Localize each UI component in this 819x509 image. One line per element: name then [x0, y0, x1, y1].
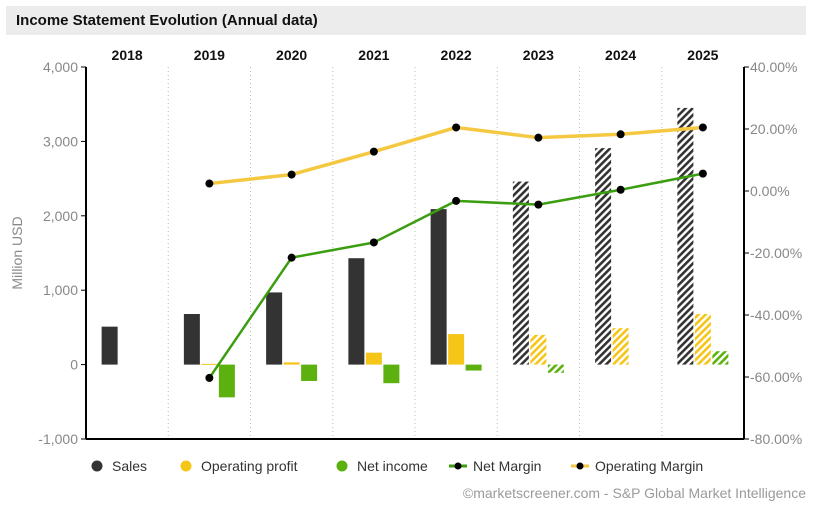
legend-label: Operating profit [201, 458, 298, 474]
sales-bar [266, 292, 283, 365]
operating-profit-bar [365, 352, 382, 365]
y2-tick-label: 20.00% [750, 121, 797, 137]
net-margin-point [205, 373, 214, 382]
y-axis-label: Million USD [9, 216, 25, 289]
x-category-label: 2021 [358, 47, 389, 63]
operating-profit-bar [530, 334, 547, 365]
operating-profit-bar [201, 363, 218, 365]
net-margin-point [369, 238, 378, 247]
x-category-label: 2022 [441, 47, 472, 63]
operating-margin-point [534, 133, 543, 142]
y2-tick-label: 0.00% [750, 183, 790, 199]
sales-bar [430, 209, 447, 365]
source-credit: ©marketscreener.com - S&P Global Market … [462, 485, 806, 501]
y-tick-label: 0 [70, 357, 78, 373]
x-category-label: 2025 [687, 47, 718, 63]
net-income-bar [547, 364, 564, 373]
sales-bar [101, 326, 118, 365]
sales-bar [183, 314, 200, 365]
legend-label: Sales [112, 458, 147, 474]
net-income-bar [383, 364, 400, 384]
chart-title: Income Statement Evolution (Annual data) [16, 12, 318, 29]
legend-marker [180, 460, 192, 472]
net-margin-point [698, 169, 707, 178]
operating-margin-point [452, 123, 461, 132]
net-margin-point [452, 196, 461, 205]
net-margin-point [287, 253, 296, 262]
net-margin-point [534, 200, 543, 209]
operating-profit-bar [283, 362, 300, 365]
chart-title-bar: Income Statement Evolution (Annual data) [6, 6, 806, 35]
operating-margin-point [369, 147, 378, 156]
legend-label: Operating Margin [595, 458, 703, 474]
legend-marker [454, 462, 462, 470]
operating-margin-point [616, 130, 625, 139]
y2-tick-label: -20.00% [750, 245, 802, 261]
legend-marker [336, 460, 348, 472]
legend-marker [576, 462, 584, 470]
y-tick-label: -1,000 [38, 431, 78, 447]
operating-margin-point [287, 170, 296, 179]
net-income-bar [712, 351, 729, 365]
x-category-label: 2019 [194, 47, 225, 63]
y-tick-label: 1,000 [43, 282, 78, 298]
x-category-label: 2020 [276, 47, 307, 63]
sales-bar [677, 107, 694, 365]
y2-tick-label: -60.00% [750, 369, 802, 385]
operating-profit-bar [694, 314, 711, 365]
y-tick-label: 3,000 [43, 133, 78, 149]
operating-profit-bar [612, 328, 629, 365]
operating-margin-point [205, 179, 214, 188]
operating-margin-line [209, 125, 704, 186]
x-category-label: 2023 [523, 47, 554, 63]
y2-tick-label: 40.00% [750, 59, 797, 75]
operating-margin-point [698, 123, 707, 132]
x-category-label: 2018 [112, 47, 143, 63]
net-margin-point [616, 185, 625, 194]
net-income-bar [465, 364, 482, 371]
operating-profit-bar [448, 334, 465, 365]
net-income-bar [218, 364, 235, 398]
sales-bar [512, 181, 529, 365]
sales-bar [595, 148, 612, 365]
y2-tick-label: -40.00% [750, 307, 802, 323]
sales-bar [348, 258, 365, 365]
y-tick-label: 2,000 [43, 208, 78, 224]
legend-label: Net income [357, 458, 428, 474]
y-tick-label: 4,000 [43, 59, 78, 75]
legend-marker [91, 460, 103, 472]
y2-tick-label: -80.00% [750, 431, 802, 447]
x-category-label: 2024 [605, 47, 636, 63]
net-income-bar [301, 364, 318, 381]
legend-label: Net Margin [473, 458, 541, 474]
